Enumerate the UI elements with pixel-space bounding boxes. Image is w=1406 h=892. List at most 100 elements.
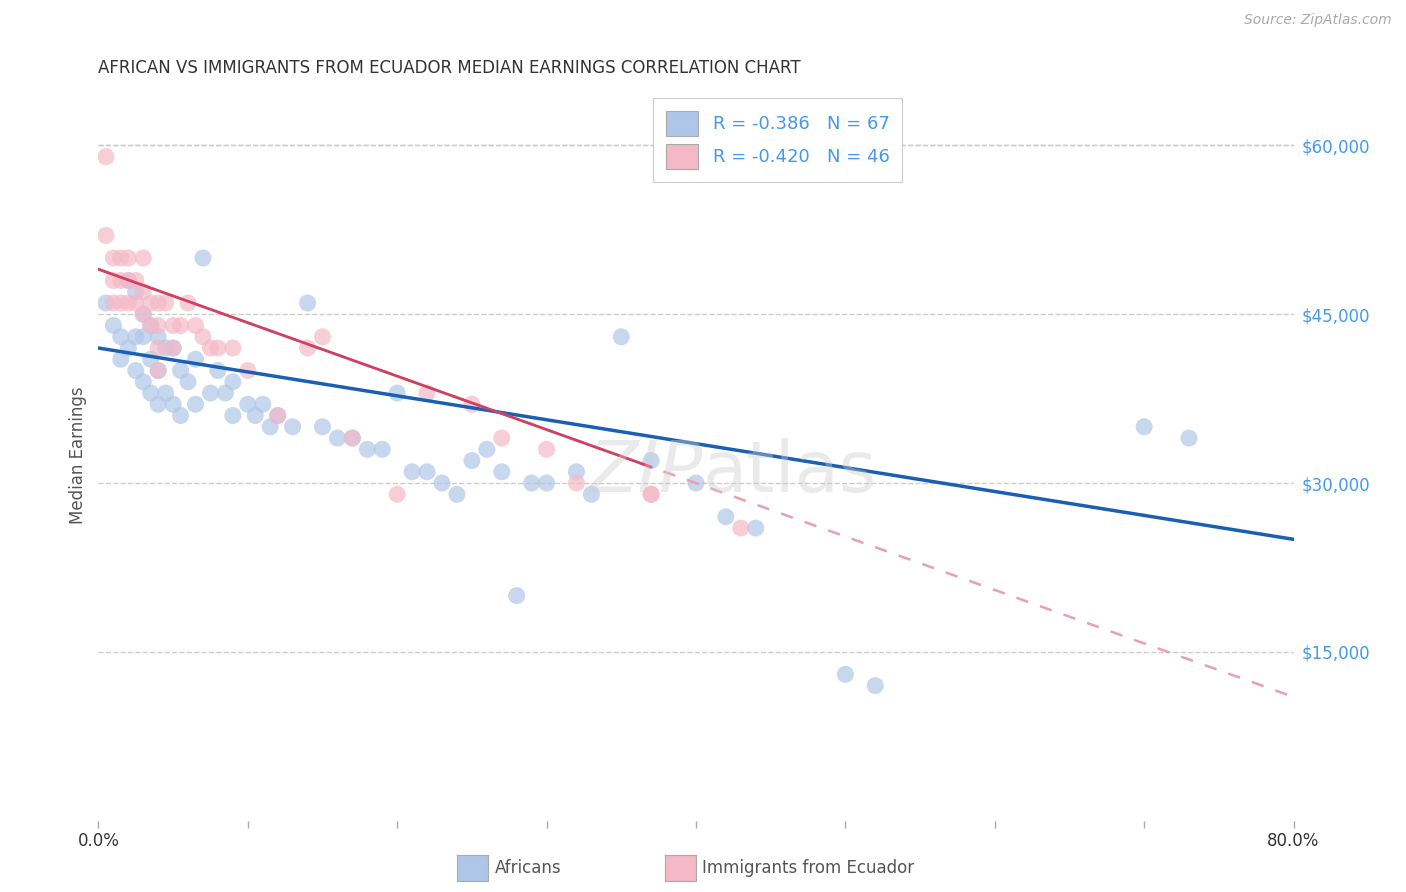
- Point: [125, 330, 148, 344]
- Point: [430, 476, 453, 491]
- Point: [461, 453, 484, 467]
- Point: [342, 431, 364, 445]
- Point: [139, 296, 162, 310]
- Point: [169, 409, 191, 423]
- Point: [148, 363, 170, 377]
- Point: [565, 465, 588, 479]
- Point: [94, 296, 117, 310]
- Point: [184, 318, 207, 333]
- Point: [155, 296, 177, 310]
- Point: [236, 397, 259, 411]
- Point: [245, 409, 267, 423]
- Point: [110, 296, 132, 310]
- Point: [110, 273, 132, 287]
- Point: [491, 465, 513, 479]
- Point: [214, 386, 236, 401]
- Point: [401, 465, 423, 479]
- Point: [148, 296, 170, 310]
- Point: [103, 318, 125, 333]
- Text: Immigrants from Ecuador: Immigrants from Ecuador: [702, 859, 914, 877]
- Point: [117, 341, 139, 355]
- Point: [356, 442, 378, 457]
- Point: [865, 679, 887, 693]
- Point: [520, 476, 543, 491]
- Point: [222, 375, 245, 389]
- Point: [148, 341, 170, 355]
- Point: [297, 341, 319, 355]
- Point: [207, 341, 229, 355]
- Point: [446, 487, 468, 501]
- Point: [506, 589, 529, 603]
- Point: [685, 476, 707, 491]
- Point: [259, 419, 281, 434]
- Point: [1133, 419, 1156, 434]
- Point: [139, 318, 162, 333]
- Point: [207, 363, 229, 377]
- Point: [581, 487, 603, 501]
- Point: [311, 330, 333, 344]
- Point: [148, 318, 170, 333]
- Point: [342, 431, 364, 445]
- Point: [125, 363, 148, 377]
- Text: ZIP: ZIP: [589, 438, 703, 508]
- Point: [200, 386, 222, 401]
- Point: [125, 296, 148, 310]
- Point: [326, 431, 349, 445]
- Point: [311, 419, 333, 434]
- Point: [1178, 431, 1201, 445]
- Point: [162, 341, 184, 355]
- Point: [139, 318, 162, 333]
- Point: [461, 397, 484, 411]
- Point: [745, 521, 768, 535]
- Point: [110, 330, 132, 344]
- Text: Africans: Africans: [495, 859, 561, 877]
- Point: [536, 476, 558, 491]
- Point: [267, 409, 290, 423]
- Point: [416, 386, 439, 401]
- Point: [834, 667, 856, 681]
- Point: [148, 363, 170, 377]
- Point: [371, 442, 394, 457]
- Point: [162, 397, 184, 411]
- Point: [177, 375, 200, 389]
- Legend: R = -0.386   N = 67, R = -0.420   N = 46: R = -0.386 N = 67, R = -0.420 N = 46: [652, 98, 903, 182]
- Point: [117, 251, 139, 265]
- Point: [385, 386, 409, 401]
- Point: [117, 296, 139, 310]
- Point: [297, 296, 319, 310]
- Point: [252, 397, 274, 411]
- Point: [222, 409, 245, 423]
- Point: [155, 341, 177, 355]
- Point: [103, 273, 125, 287]
- Point: [200, 341, 222, 355]
- Point: [267, 409, 290, 423]
- Point: [117, 273, 139, 287]
- Point: [714, 509, 737, 524]
- Point: [169, 318, 191, 333]
- Point: [177, 296, 200, 310]
- Point: [132, 307, 155, 321]
- Point: [640, 453, 662, 467]
- Point: [148, 397, 170, 411]
- Point: [94, 228, 117, 243]
- Text: atlas: atlas: [703, 438, 877, 508]
- Point: [132, 375, 155, 389]
- Point: [103, 251, 125, 265]
- Point: [139, 386, 162, 401]
- Point: [281, 419, 304, 434]
- Point: [475, 442, 498, 457]
- Point: [640, 487, 662, 501]
- Point: [640, 487, 662, 501]
- Point: [169, 363, 191, 377]
- Point: [191, 330, 214, 344]
- Y-axis label: Median Earnings: Median Earnings: [69, 386, 87, 524]
- Point: [162, 341, 184, 355]
- Point: [610, 330, 633, 344]
- Point: [132, 330, 155, 344]
- Point: [132, 307, 155, 321]
- Point: [184, 352, 207, 367]
- Point: [491, 431, 513, 445]
- Point: [385, 487, 409, 501]
- Point: [162, 318, 184, 333]
- Point: [191, 251, 214, 265]
